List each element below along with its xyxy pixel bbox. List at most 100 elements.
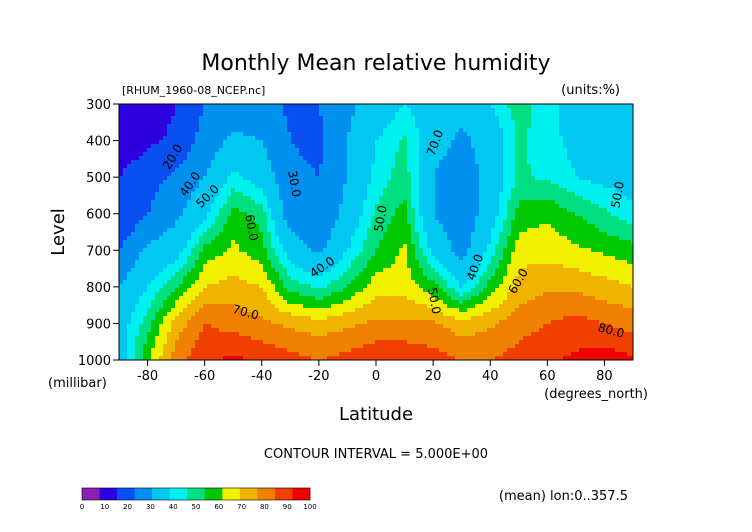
contour-cell bbox=[307, 104, 312, 109]
contour-cell bbox=[119, 300, 124, 305]
contour-cell bbox=[183, 320, 188, 325]
contour-cell bbox=[283, 268, 288, 273]
contour-cell bbox=[211, 116, 216, 121]
contour-cell bbox=[151, 212, 156, 217]
contour-cell bbox=[427, 140, 432, 145]
contour-cell bbox=[203, 236, 208, 241]
contour-cell bbox=[291, 328, 296, 333]
contour-cell bbox=[267, 160, 272, 165]
contour-cell bbox=[283, 184, 288, 189]
contour-cell bbox=[395, 324, 400, 329]
contour-cell bbox=[323, 312, 328, 317]
contour-cell bbox=[239, 224, 244, 229]
contour-cell bbox=[263, 344, 268, 349]
contour-cell bbox=[251, 296, 256, 301]
contour-cell bbox=[235, 276, 240, 281]
contour-cell bbox=[411, 228, 416, 233]
contour-cell bbox=[327, 248, 332, 253]
contour-cell bbox=[235, 212, 240, 217]
contour-cell bbox=[235, 328, 240, 333]
contour-cell bbox=[411, 124, 416, 129]
contour-cell bbox=[211, 176, 216, 181]
contour-cell bbox=[371, 120, 376, 125]
contour-cell bbox=[307, 340, 312, 345]
contour-cell bbox=[151, 356, 156, 361]
contour-cell bbox=[171, 204, 176, 209]
contour-cell bbox=[387, 208, 392, 213]
contour-cell bbox=[211, 148, 216, 153]
contour-cell bbox=[151, 128, 156, 133]
contour-cell bbox=[371, 304, 376, 309]
contour-cell bbox=[139, 244, 144, 249]
contour-cell bbox=[207, 172, 212, 177]
contour-cell bbox=[235, 108, 240, 113]
contour-cell bbox=[119, 256, 124, 261]
contour-cell bbox=[207, 252, 212, 257]
contour-cell bbox=[151, 156, 156, 161]
contour-cell bbox=[295, 248, 300, 253]
contour-cell bbox=[363, 292, 368, 297]
contour-cell bbox=[287, 192, 292, 197]
contour-cell bbox=[119, 296, 124, 301]
contour-cell bbox=[131, 276, 136, 281]
contour-cell bbox=[223, 240, 228, 245]
contour-cell bbox=[315, 300, 320, 305]
contour-cell bbox=[367, 132, 372, 137]
contour-cell bbox=[167, 324, 172, 329]
contour-cell bbox=[359, 200, 364, 205]
contour-cell bbox=[359, 168, 364, 173]
contour-cell bbox=[319, 212, 324, 217]
contour-cell bbox=[375, 168, 380, 173]
contour-cell bbox=[135, 120, 140, 125]
contour-cell bbox=[319, 232, 324, 237]
contour-cell bbox=[175, 256, 180, 261]
contour-cell bbox=[371, 152, 376, 157]
contour-cell bbox=[427, 208, 432, 213]
contour-cell bbox=[351, 288, 356, 293]
contour-cell bbox=[403, 316, 408, 321]
contour-cell bbox=[299, 260, 304, 265]
contour-cell bbox=[139, 268, 144, 273]
contour-cell bbox=[163, 296, 168, 301]
contour-cell bbox=[407, 280, 412, 285]
contour-cell bbox=[199, 224, 204, 229]
contour-cell bbox=[343, 176, 348, 181]
contour-cell bbox=[319, 280, 324, 285]
contour-cell bbox=[395, 108, 400, 113]
contour-cell bbox=[211, 232, 216, 237]
contour-cell bbox=[291, 260, 296, 265]
contour-cell bbox=[259, 132, 264, 137]
contour-cell bbox=[319, 312, 324, 317]
contour-cell bbox=[163, 132, 168, 137]
contour-cell bbox=[203, 292, 208, 297]
contour-cell bbox=[359, 340, 364, 345]
contour-cell bbox=[339, 232, 344, 237]
contour-cell bbox=[379, 156, 384, 161]
contour-cell bbox=[215, 144, 220, 149]
contour-cell bbox=[307, 128, 312, 133]
contour-cell bbox=[131, 220, 136, 225]
contour-cell bbox=[175, 268, 180, 273]
contour-cell bbox=[355, 108, 360, 113]
contour-cell bbox=[183, 224, 188, 229]
contour-cell bbox=[335, 120, 340, 125]
contour-cell bbox=[127, 244, 132, 249]
contour-cell bbox=[135, 172, 140, 177]
contour-cell bbox=[407, 228, 412, 233]
contour-cell bbox=[211, 248, 216, 253]
contour-cell bbox=[375, 232, 380, 237]
contour-cell bbox=[135, 292, 140, 297]
contour-cell bbox=[211, 188, 216, 193]
contour-cell bbox=[275, 224, 280, 229]
contour-cell bbox=[131, 180, 136, 185]
contour-cell bbox=[267, 228, 272, 233]
contour-cell bbox=[427, 348, 432, 353]
contour-cell bbox=[147, 160, 152, 165]
contour-cell bbox=[147, 300, 152, 305]
contour-cell bbox=[403, 224, 408, 229]
contour-cell bbox=[379, 140, 384, 145]
contour-cell bbox=[359, 224, 364, 229]
contour-cell bbox=[155, 160, 160, 165]
contour-cell bbox=[235, 336, 240, 341]
contour-cell bbox=[303, 344, 308, 349]
